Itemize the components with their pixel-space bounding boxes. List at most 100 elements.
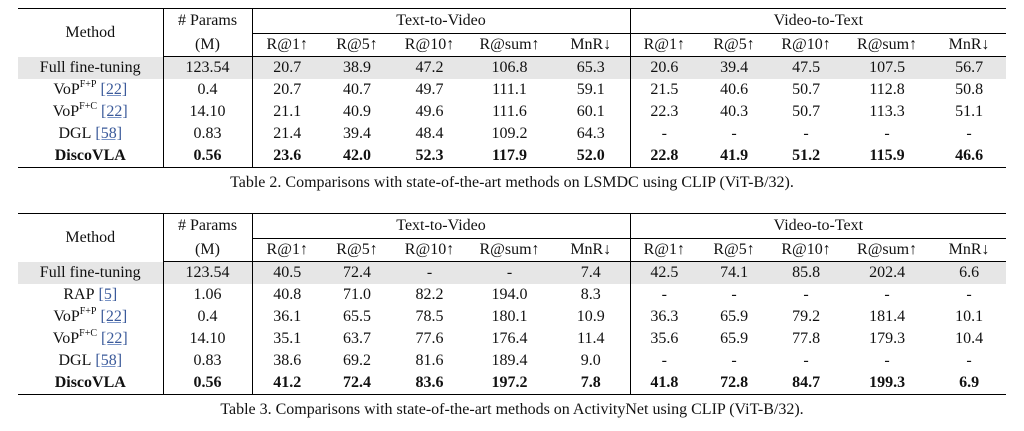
value-cell: 35.6	[650, 330, 679, 347]
value-cell: 11.4	[552, 328, 631, 350]
value-cell: 50.7	[792, 103, 821, 120]
value-cell: -	[803, 352, 809, 369]
value-cell: 47.2	[392, 56, 467, 79]
value-cell: 82.2	[415, 286, 444, 303]
header-cell: Method	[18, 213, 164, 262]
table-row: VoPF+P [22] 0.4 36.1 65.5 78.5 180.1 10.9 36.3 65…	[18, 306, 1006, 328]
value-cell: -	[661, 125, 667, 142]
value-cell: 50.8	[955, 81, 984, 98]
method-name: DGL	[58, 352, 92, 369]
citation[interactable]: [5]	[98, 286, 118, 303]
value-cell: 56.7	[932, 56, 1007, 79]
params-cell: 1.06	[163, 284, 253, 306]
citation[interactable]: [58]	[95, 352, 123, 369]
value-cell: 10.4	[955, 330, 984, 347]
method-cell: Full fine-tuning	[18, 261, 164, 284]
citation[interactable]: [22]	[101, 330, 128, 347]
value-cell: -	[966, 352, 972, 369]
value-cell: 176.4	[491, 330, 528, 347]
value-cell: 38.9	[322, 56, 392, 79]
value-cell: -	[731, 286, 737, 303]
citation[interactable]: [22]	[101, 103, 128, 120]
value-cell: 49.7	[415, 81, 444, 98]
value-cell: 72.4	[322, 372, 392, 395]
value-cell: 41.9	[698, 145, 771, 168]
value-cell: 65.9	[720, 330, 749, 347]
value-cell: 117.9	[467, 145, 552, 168]
table-row: DGL [58] 0.83 21.4 39.4 48.4 109.2 64.3- - - - -	[18, 123, 1006, 145]
value-cell: 113.3	[869, 103, 905, 120]
method-superscript: F+C	[79, 100, 98, 112]
params-cell: 0.83	[163, 123, 253, 145]
method-cell: DGL [58]	[18, 350, 164, 372]
table: Method # Params Text-to-Video Video-to-Text…	[18, 213, 1007, 395]
metric-header: MnR↓	[552, 238, 631, 262]
method-name: DiscoVLA	[54, 374, 126, 391]
metric-header: R@10↑	[770, 238, 843, 262]
header-row: Method # Params Text-to-Video Video-to-Text	[18, 8, 1007, 57]
method-cell: DiscoVLA	[18, 145, 164, 168]
table-row: Full fine-tuning 123.54 20.7 38.9 47.2 106.8 6…	[18, 56, 1007, 79]
method-superscript: F+P	[79, 78, 97, 90]
group-header: Text-to-Video	[252, 8, 631, 34]
value-cell: -	[884, 352, 890, 369]
metric-header: R@5↑	[322, 33, 392, 57]
citation[interactable]: [22]	[100, 81, 128, 98]
header-cell: (M)	[163, 238, 253, 262]
params-cell: 14.10	[163, 101, 253, 123]
value-cell: 40.6	[720, 81, 749, 98]
caption: Table 3. Comparisons with state-of-the-a…	[220, 401, 804, 418]
method-name: Full fine-tuning	[39, 263, 141, 281]
value-cell: 181.4	[869, 308, 906, 325]
method-cell: DiscoVLA	[18, 372, 164, 395]
value-cell: 21.1	[273, 103, 302, 120]
value-cell: 47.5	[770, 56, 843, 79]
table-row: DGL [58] 0.83 38.6 69.2 81.6 189.4 9.0- - - - -	[18, 350, 1006, 372]
params-cell: 0.56	[163, 372, 253, 395]
citation[interactable]: [58]	[95, 125, 123, 142]
method-cell: Full fine-tuning	[18, 56, 164, 79]
metric-header: R@1↑	[252, 238, 322, 262]
value-cell: 39.4	[343, 125, 371, 142]
value-cell: 111.6	[492, 103, 527, 120]
value-cell: 115.9	[842, 145, 933, 168]
method-name: VoP	[53, 308, 80, 325]
citation[interactable]: [22]	[100, 308, 128, 325]
metric-header: R@sum↑	[467, 33, 552, 57]
params-cell: 123.54	[163, 56, 253, 79]
metric-header: MnR↓	[932, 33, 1007, 57]
params-cell: 0.4	[163, 306, 253, 328]
group-header: Text-to-Video	[252, 213, 631, 239]
value-cell: -	[966, 286, 972, 303]
header-cell: Method	[18, 8, 164, 57]
value-cell: 197.2	[467, 372, 552, 395]
header-row: (M) R@1↑ R@5↑ R@10↑ R@sum↑ MnR↓ R@1↑ R@5↑ R@10↑ R…	[18, 33, 1007, 57]
value-cell: -	[884, 286, 890, 303]
value-cell: 8.3	[552, 284, 631, 306]
table-row: VoPF+C [22] 14.10 35.1 63.7 77.6 176.4 11.4 35.6…	[18, 328, 1006, 350]
value-cell: 40.9	[343, 103, 371, 120]
metric-header: R@sum↑	[842, 238, 933, 262]
value-cell: 63.7	[343, 330, 371, 347]
value-cell: 74.1	[698, 261, 771, 284]
value-cell: 199.3	[842, 372, 933, 395]
value-cell: 51.1	[955, 103, 984, 120]
table-body: Full fine-tuning 123.54 20.7 38.9 47.2 106.8 6…	[18, 56, 1007, 168]
method-name: VoP	[52, 103, 80, 120]
group-header: Video-to-Text	[630, 8, 1007, 34]
value-cell: -	[966, 125, 972, 142]
value-cell: 189.4	[491, 352, 528, 369]
value-cell: 59.1	[552, 79, 631, 101]
value-cell: 112.8	[869, 81, 905, 98]
value-cell: 10.1	[955, 308, 984, 325]
method-name: Full fine-tuning	[39, 58, 141, 76]
value-cell: 21.5	[650, 81, 679, 98]
header-row: (M) R@1↑ R@5↑ R@10↑ R@sum↑ MnR↓ R@1↑ R@5↑ R@10↑ R…	[18, 238, 1007, 262]
value-cell: -	[661, 286, 667, 303]
value-cell: 38.6	[273, 352, 302, 369]
table-row: Full fine-tuning 123.54 40.5 72.4- -7.4 42.5 7…	[18, 261, 1007, 284]
value-cell: 107.5	[842, 56, 933, 79]
value-cell: 40.3	[720, 103, 749, 120]
value-cell: 40.7	[343, 81, 371, 98]
